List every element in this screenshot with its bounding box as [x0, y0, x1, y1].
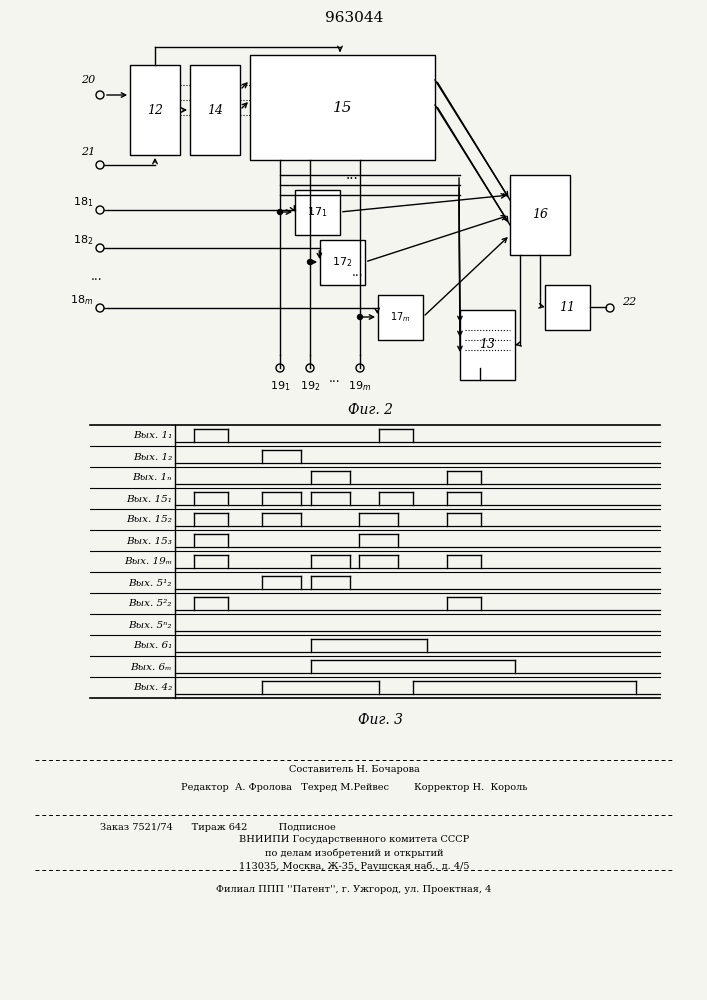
Circle shape	[278, 210, 283, 215]
Text: 15: 15	[333, 101, 352, 114]
Text: Филиал ППП ''Патент'', г. Ужгород, ул. Проектная, 4: Филиал ППП ''Патент'', г. Ужгород, ул. П…	[216, 886, 491, 894]
Text: Выx. 6₁: Выx. 6₁	[133, 642, 172, 650]
Text: Выx. 5¹₂: Выx. 5¹₂	[129, 578, 172, 587]
Text: 21: 21	[81, 147, 95, 157]
Bar	[320, 240, 365, 285]
Text: Выx. 15₂: Выx. 15₂	[126, 516, 172, 524]
Text: Выx. 5²₂: Выx. 5²₂	[129, 599, 172, 608]
Text: $19_2$: $19_2$	[300, 379, 320, 393]
Bar	[545, 285, 590, 330]
Text: Составитель Н. Бочарова: Составитель Н. Бочарова	[288, 766, 419, 774]
Text: Выx. 19ₘ: Выx. 19ₘ	[124, 558, 172, 566]
Bar	[190, 65, 240, 155]
Text: $18_1$: $18_1$	[73, 195, 93, 209]
Text: по делам изобретений и открытий: по делам изобретений и открытий	[264, 848, 443, 858]
Text: ВНИИПИ Государственного комитета СССР: ВНИИПИ Государственного комитета СССР	[239, 836, 469, 844]
Text: Выx. 4₂: Выx. 4₂	[133, 684, 172, 692]
Text: 20: 20	[81, 75, 95, 85]
Bar	[130, 65, 180, 155]
Text: Выx. 5ⁿ₂: Выx. 5ⁿ₂	[129, 620, 172, 630]
Text: 113035, Москва, Ж-35, Раушская наб., д. 4/5: 113035, Москва, Ж-35, Раушская наб., д. …	[239, 861, 469, 871]
Text: $19_m$: $19_m$	[349, 379, 372, 393]
Text: Выx. 15₃: Выx. 15₃	[126, 536, 172, 546]
Text: Фиг. 2: Фиг. 2	[348, 403, 392, 417]
Bar	[378, 295, 423, 340]
Bar	[510, 175, 570, 255]
Bar	[250, 55, 435, 160]
Text: Редактор  А. Фролова   Техред М.Рейвес        Корректор Н.  Король: Редактор А. Фролова Техред М.Рейвес Корр…	[181, 784, 527, 792]
Text: Выx. 1₁: Выx. 1₁	[133, 432, 172, 440]
Text: 11: 11	[559, 301, 575, 314]
Text: 22: 22	[622, 297, 636, 307]
Text: ...: ...	[91, 269, 103, 282]
Text: 12: 12	[147, 104, 163, 116]
Text: $19_1$: $19_1$	[270, 379, 291, 393]
Text: $17_1$: $17_1$	[308, 206, 328, 219]
Text: ...: ...	[329, 371, 341, 384]
Text: $17_m$: $17_m$	[390, 311, 411, 324]
Text: Выx. 15₁: Выx. 15₁	[126, 494, 172, 504]
Text: 14: 14	[207, 104, 223, 116]
Bar	[460, 310, 515, 380]
Text: $18_m$: $18_m$	[70, 293, 93, 307]
Text: Выx. 6ₘ: Выx. 6ₘ	[131, 662, 172, 672]
Text: 963044: 963044	[325, 11, 383, 25]
Text: $18_2$: $18_2$	[73, 233, 93, 247]
Text: 13: 13	[479, 338, 496, 352]
Text: 16: 16	[532, 209, 548, 222]
Bar	[295, 190, 340, 235]
Text: Выx. 1ₙ: Выx. 1ₙ	[133, 474, 172, 483]
Circle shape	[308, 259, 312, 264]
Text: Фиг. 3: Фиг. 3	[358, 713, 402, 727]
Circle shape	[358, 314, 363, 320]
Text: $17_2$: $17_2$	[332, 256, 353, 269]
Text: ...: ...	[352, 266, 364, 279]
Text: Заказ 7521/74      Тираж 642          Подписное: Заказ 7521/74 Тираж 642 Подписное	[100, 824, 336, 832]
Text: ...: ...	[346, 168, 358, 182]
Text: Выx. 1₂: Выx. 1₂	[133, 452, 172, 462]
